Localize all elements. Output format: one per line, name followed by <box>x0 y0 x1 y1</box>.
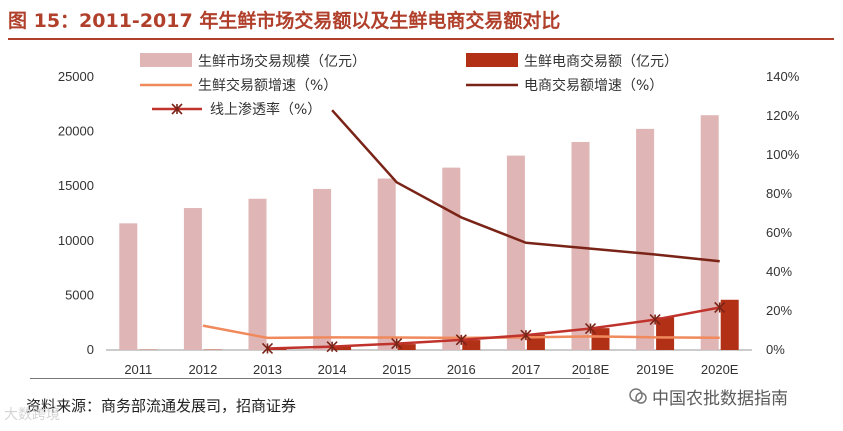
y-right-tick-label: 40% <box>766 264 792 279</box>
lines <box>202 109 726 355</box>
y-right-tick-label: 100% <box>766 147 800 162</box>
legend: 生鲜市场交易规模（亿元） 生鲜电商交易额（亿元） 生鲜交易额增速（%） 电商交易额增速… <box>140 53 678 118</box>
legend-label-ecommerce-growth: 电商交易额增速（%） <box>524 77 663 94</box>
x-tick-label: 2020E <box>701 362 739 377</box>
watermark-text: 大数跨境 <box>4 407 60 423</box>
bar-market-size <box>377 178 396 350</box>
y-left-tick-label: 15000 <box>58 178 94 193</box>
penetration-marker <box>455 334 467 346</box>
line-penetration <box>267 306 720 350</box>
penetration-marker <box>326 341 338 353</box>
x-tick-label: 2015 <box>382 362 411 377</box>
bar-market-size <box>248 198 267 350</box>
x-tick-label: 2017 <box>511 362 540 377</box>
source-note: 资料来源：商务部流通发展司，招商证券 <box>26 397 297 415</box>
bar-market-size <box>636 128 655 350</box>
penetration-marker <box>261 342 274 355</box>
bar-ecommerce-volume <box>462 340 481 350</box>
bar-market-size <box>506 155 525 350</box>
bar-ecommerce-volume <box>591 328 610 350</box>
y-right-tick-label: 60% <box>766 225 792 240</box>
y-right-tick-label: 80% <box>766 186 792 201</box>
y-right-tick-label: 120% <box>766 108 800 123</box>
legend-label-market-growth: 生鲜交易额增速（%） <box>198 77 337 94</box>
legend-penetration-marker <box>171 103 183 115</box>
x-tick-label: 2014 <box>318 362 347 377</box>
penetration-marker <box>520 329 532 341</box>
bar-ecommerce-volume <box>656 317 675 350</box>
x-tick-label: 2016 <box>447 362 476 377</box>
wechat-icon <box>629 388 647 404</box>
penetration-marker <box>649 314 661 326</box>
legend-swatch-market-bar <box>140 53 192 67</box>
y-left-tick-label: 25000 <box>58 69 94 84</box>
penetration-marker <box>584 322 597 335</box>
title-underline <box>8 38 834 40</box>
wechat-badge: 中国农批数据指南 <box>628 384 788 409</box>
bar-ecommerce-volume <box>333 346 352 350</box>
bar-market-size <box>313 188 332 350</box>
legend-label-penetration: 线上渗透率（%） <box>210 101 321 118</box>
x-tick-label: 2012 <box>188 362 217 377</box>
x-tick-label: 2019E <box>636 362 674 377</box>
y-right-tick-label: 20% <box>766 303 792 318</box>
bar-market-size <box>700 115 719 350</box>
x-tick-label: 2011 <box>124 362 152 377</box>
wechat-account-name: 中国农批数据指南 <box>652 388 788 409</box>
bar-market-size <box>183 208 202 350</box>
bar-ecommerce-volume <box>397 344 416 350</box>
line-ecommerce-growth <box>331 109 720 263</box>
bars <box>119 115 739 350</box>
y-right-tick-label: 140% <box>766 69 800 84</box>
legend-swatch-ecommerce-bar <box>466 53 518 67</box>
bar-market-size <box>119 223 138 350</box>
bar-market-size <box>571 141 590 350</box>
legend-label-market-bar: 生鲜市场交易规模（亿元） <box>198 53 366 70</box>
bar-market-size <box>442 167 461 350</box>
source-divider <box>30 378 590 379</box>
y-left-tick-label: 5000 <box>65 287 94 302</box>
y-right-tick-label: 0% <box>766 342 785 357</box>
penetration-marker <box>391 337 403 350</box>
legend-label-ecommerce-bar: 生鲜电商交易额（亿元） <box>524 53 678 70</box>
y-left-tick-label: 0 <box>87 342 94 357</box>
bar-ecommerce-volume <box>720 299 739 350</box>
x-tick-label: 2018E <box>572 362 610 377</box>
x-tick-label: 2013 <box>253 362 282 377</box>
chart-title: 图 15：2011-2017 年生鲜市场交易额以及生鲜电商交易额对比 <box>8 10 561 32</box>
y-left-tick-label: 20000 <box>58 124 94 139</box>
axes: 0 5000 10000 15000 20000 25000 0% 20% 40% 60% 80% 1… <box>58 69 800 377</box>
penetration-marker <box>714 301 726 314</box>
y-left-tick-label: 10000 <box>58 233 94 248</box>
bar-ecommerce-volume <box>526 334 545 350</box>
